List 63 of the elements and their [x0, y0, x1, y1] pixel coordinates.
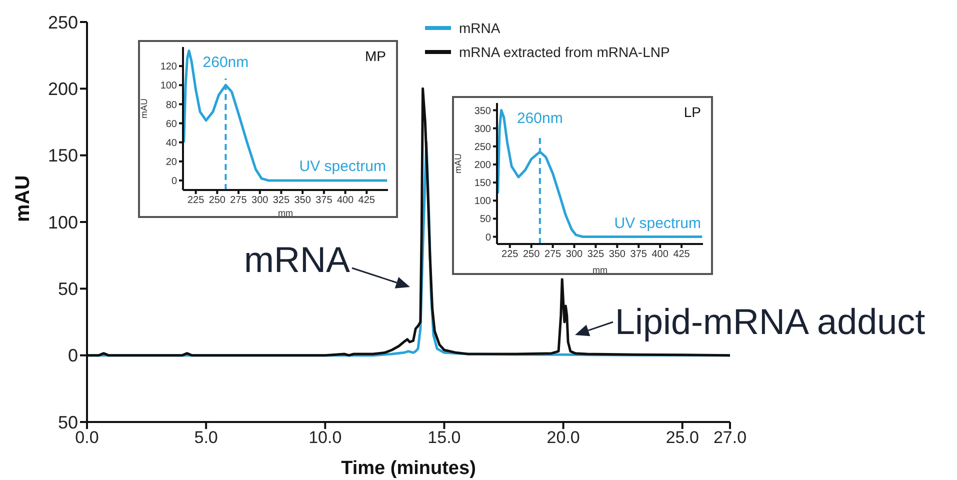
- y-tick-label: 300: [474, 124, 492, 135]
- y-tick-label: 350: [474, 106, 492, 117]
- chart-title: LP: [684, 104, 701, 120]
- x-tick-label: 275: [544, 249, 562, 260]
- x-axis-title: mm: [278, 208, 293, 218]
- x-tick-label: 400: [652, 249, 669, 260]
- y-tick-label: 60: [166, 118, 178, 130]
- y-tick-label: 50: [58, 412, 78, 432]
- x-tick-label: 325: [272, 195, 290, 206]
- y-tick-label: 250: [474, 142, 492, 153]
- y-tick-label: 50: [480, 214, 492, 226]
- x-tick-label: 10.0: [308, 428, 342, 448]
- y-tick-label: 200: [48, 79, 78, 100]
- y-tick-label: 80: [166, 100, 178, 111]
- y-tick-label: 0: [485, 232, 492, 244]
- y-tick-label: 150: [48, 146, 78, 166]
- y-tick-label: 0: [68, 346, 78, 366]
- x-tick-label: 5.0: [194, 428, 218, 448]
- y-tick-label: 250: [48, 12, 78, 32]
- y-tick-label: 200: [474, 160, 492, 172]
- y-tick-label: 20: [166, 156, 178, 168]
- y-tick-label: 0: [171, 176, 178, 188]
- x-tick-label: 20.0: [546, 428, 580, 448]
- legend-label: mRNA: [459, 19, 500, 38]
- x-tick-label: 250: [208, 195, 226, 206]
- y-tick-label: 40: [166, 138, 178, 149]
- x-tick-label: 425: [358, 195, 376, 206]
- x-tick-label: 375: [316, 195, 333, 206]
- ref-line-label: 260nm: [202, 54, 250, 72]
- x-tick-label: 350: [294, 195, 312, 206]
- ref-line-label: 260nm: [516, 110, 564, 128]
- x-tick-label: 25.0: [666, 428, 699, 448]
- x-tick-label: 350: [608, 249, 626, 260]
- annotation: Lipid-mRNA adduct: [615, 301, 926, 342]
- chart-title: MP: [365, 48, 386, 64]
- x-tick-label: 300: [252, 195, 269, 206]
- x-tick-label: 375: [630, 249, 648, 260]
- annotation: UV spectrum: [614, 214, 701, 232]
- y-axis-title: mAU: [12, 175, 34, 222]
- x-axis-title: Time (minutes): [341, 458, 476, 479]
- y-tick-label: 50: [58, 279, 78, 300]
- y-tick-label: 150: [474, 178, 492, 190]
- x-tick-label: 425: [673, 249, 690, 260]
- annotation: mRNA: [244, 239, 350, 280]
- y-tick-label: 100: [160, 80, 178, 92]
- x-tick-label: 0.0: [75, 428, 99, 448]
- x-tick-label: 325: [587, 249, 604, 260]
- x-tick-label: 15.0: [428, 428, 461, 448]
- x-tick-label: 275: [230, 195, 248, 206]
- annotation: UV spectrum: [299, 158, 386, 176]
- y-axis-title: mAU: [453, 154, 464, 174]
- y-axis-title: mAU: [139, 98, 150, 118]
- y-tick-label: 120: [160, 62, 178, 73]
- x-tick-label: 400: [336, 195, 354, 206]
- x-tick-label: 27.0: [713, 428, 747, 448]
- x-tick-label: 225: [187, 195, 205, 206]
- y-tick-label: 100: [48, 212, 78, 232]
- y-tick-label: 100: [474, 196, 492, 208]
- x-tick-label: 300: [566, 249, 584, 260]
- x-tick-label: 225: [502, 249, 519, 260]
- x-axis-title: mm: [592, 265, 608, 275]
- legend-label: mRNA extracted from mRNA-LNP: [459, 43, 670, 62]
- x-tick-label: 250: [522, 249, 540, 260]
